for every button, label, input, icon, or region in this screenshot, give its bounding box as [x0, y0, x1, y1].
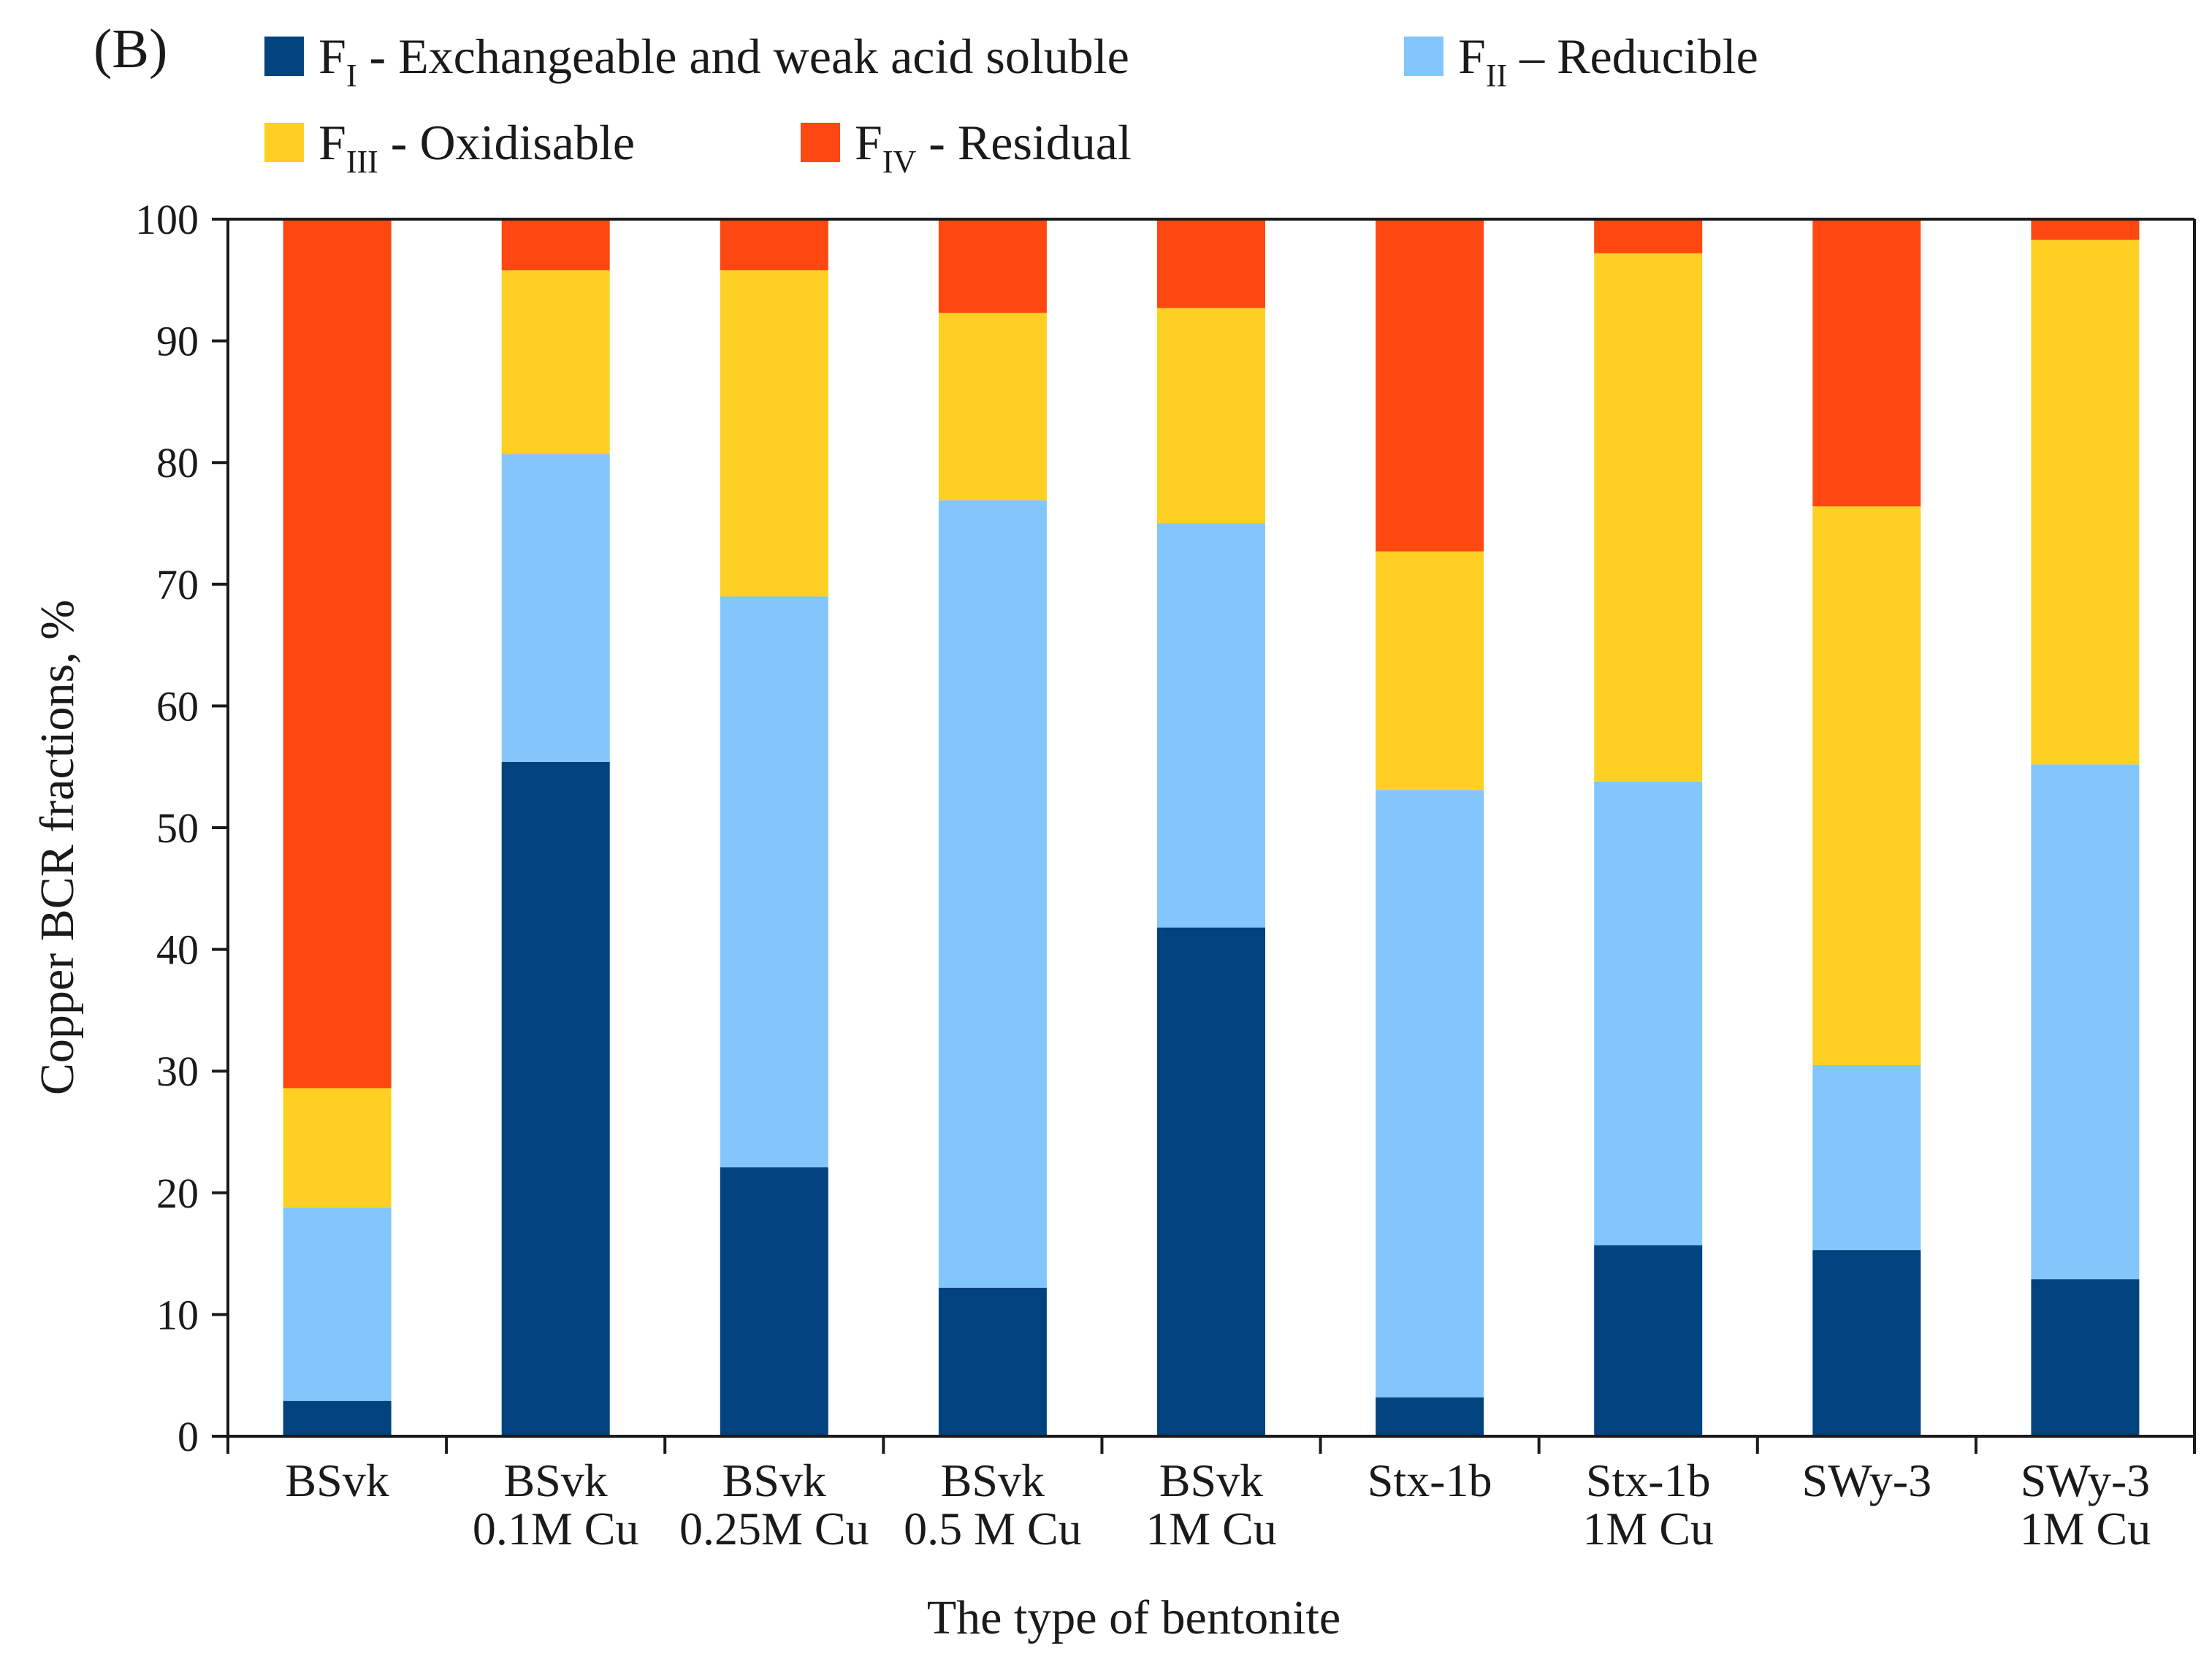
legend-label: FII – Reducible [1458, 28, 1758, 94]
bar-segment-f-iii [283, 1088, 392, 1208]
panel-label: (B) [94, 18, 167, 80]
bar-segment-f-ii [1376, 790, 1484, 1398]
bar-segment-f-ii [501, 454, 610, 762]
bar-segment-f-iv [720, 219, 828, 270]
bar-segment-f-ii [1594, 781, 1703, 1246]
bar-segment-f-i [283, 1400, 392, 1436]
bar-segment-f-iii [2031, 240, 2140, 765]
legend-swatch [264, 123, 304, 162]
bar-segment-f-ii [2031, 764, 2140, 1280]
y-tick-label: 100 [135, 196, 199, 243]
bar-segment-f-i [501, 762, 610, 1436]
legend-item-f-i: FI - Exchangeable and weak acid soluble [264, 28, 1129, 94]
bar-stack-3 [720, 219, 828, 1436]
legend-item-f-iv: FIV - Residual [801, 115, 1132, 180]
x-axis-categories: BSvk BSvk 0.1M Cu BSvk 0.25M Cu BSvk 0.5 M Cu B… [285, 1454, 2151, 1555]
legend-item-f-ii: FII – Reducible [1404, 28, 1758, 94]
legend-swatch [801, 123, 840, 162]
y-tick-label: 10 [156, 1291, 199, 1338]
legend-swatch [264, 37, 304, 76]
bar-segment-f-i [2031, 1279, 2140, 1436]
bar-segment-f-i [1376, 1397, 1484, 1436]
x-axis-title: The type of bentonite [927, 1591, 1340, 1644]
bar-segment-f-i [938, 1287, 1047, 1436]
bar-segment-f-iv [501, 219, 610, 270]
y-axis-ticks: 0 10 20 30 40 50 60 70 80 90 100 [135, 196, 228, 1460]
bar-segment-f-iii [1157, 308, 1265, 524]
legend-label: FIII - Oxidisable [319, 115, 635, 180]
y-tick-label: 0 [178, 1413, 199, 1460]
bar-stack-4 [938, 219, 1047, 1436]
bar-segment-f-ii [283, 1207, 392, 1401]
bar-segment-f-iv [1812, 219, 1921, 507]
bar-segment-f-ii [938, 500, 1047, 1288]
bar-segment-f-i [1157, 927, 1265, 1436]
bar-segment-f-iv [1157, 219, 1265, 308]
x-category-label: BSvk [285, 1454, 389, 1506]
bar-segment-f-i [1594, 1245, 1703, 1436]
x-category-label: SWy-3 [1802, 1454, 1931, 1506]
x-category-label: Stx-1b 1M Cu [1582, 1454, 1714, 1555]
bar-segment-f-i [1812, 1250, 1921, 1436]
bar-stack-5 [1157, 219, 1265, 1436]
y-tick-label: 40 [156, 926, 199, 974]
bar-segment-f-iii [1812, 506, 1921, 1065]
y-tick-label: 90 [156, 318, 199, 365]
bar-stack-7 [1594, 219, 1703, 1436]
bar-segment-f-iii [720, 270, 828, 597]
bar-stack-2 [501, 219, 610, 1436]
x-category-label: BSvk 0.25M Cu [679, 1454, 869, 1555]
bar-stack-1 [283, 219, 392, 1436]
bar-segment-f-iii [1594, 253, 1703, 782]
x-category-label: BSvk 0.5 M Cu [904, 1454, 1082, 1555]
legend: FI - Exchangeable and weak acid soluble F… [264, 28, 1758, 180]
x-category-label: BSvk 0.1M Cu [473, 1454, 639, 1555]
bar-segment-f-ii [1157, 523, 1265, 928]
bars [283, 219, 2140, 1436]
y-tick-label: 20 [156, 1170, 199, 1217]
y-axis-title: Copper BCR fractions, % [31, 600, 84, 1095]
y-tick-label: 50 [156, 804, 199, 852]
bar-segment-f-iv [283, 219, 392, 1088]
legend-label: FIV - Residual [855, 115, 1132, 180]
y-tick-label: 60 [156, 682, 199, 730]
x-category-label: SWy-3 1M Cu [2020, 1454, 2151, 1555]
bar-segment-f-ii [720, 596, 828, 1167]
bar-segment-f-iii [1376, 551, 1484, 790]
y-tick-label: 80 [156, 439, 199, 487]
y-tick-label: 30 [156, 1048, 199, 1095]
bar-segment-f-iv [938, 219, 1047, 313]
bar-segment-f-ii [1812, 1064, 1921, 1251]
y-tick-label: 70 [156, 561, 199, 609]
axes [226, 218, 2196, 1454]
x-category-label: Stx-1b [1368, 1454, 1492, 1506]
bar-segment-f-iv [1376, 219, 1484, 552]
bar-stack-9 [2031, 219, 2140, 1436]
bar-segment-f-i [720, 1167, 828, 1436]
legend-label: FI - Exchangeable and weak acid soluble [319, 28, 1129, 94]
bar-segment-f-iii [501, 270, 610, 454]
bar-segment-f-iv [2031, 219, 2140, 240]
bar-stack-8 [1812, 219, 1921, 1436]
bar-segment-f-iii [938, 313, 1047, 500]
bar-segment-f-iv [1594, 219, 1703, 253]
x-category-label: BSvk 1M Cu [1145, 1454, 1277, 1555]
legend-item-f-iii: FIII - Oxidisable [264, 115, 635, 180]
legend-swatch [1404, 37, 1443, 76]
bar-stack-6 [1376, 219, 1484, 1436]
